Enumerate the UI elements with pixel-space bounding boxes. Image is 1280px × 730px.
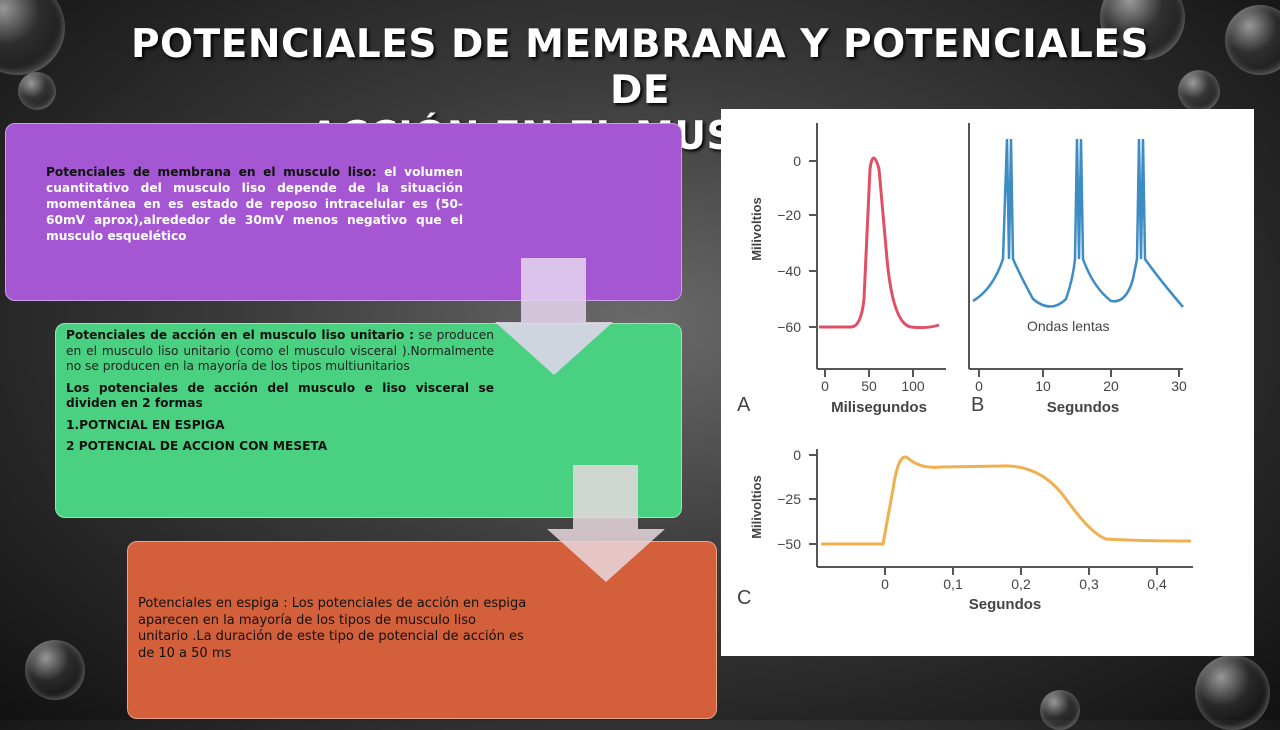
panelC-xtick-label: 0 [881,576,889,592]
decorative-bubble [25,640,85,700]
action-potential-body: se producen en el musculo liso unitario … [66,328,494,373]
panelC-xtick-label: 0,1 [943,576,963,592]
action-potential-figure: 0−20−40−600 50 100MilivoltiosMilisegundosA… [721,109,1254,656]
panelB-letter: B [971,394,984,416]
panelA-ytick-label: −40 [777,263,801,279]
panelB-xtick-label: 30 [1171,378,1187,394]
spike-potential-box [127,541,717,719]
panelC-ytick-label: −25 [777,491,801,507]
decorative-bubble [0,0,65,75]
decorative-bubble [18,72,56,110]
membrane-potential-body: el volumen cuantitativo del musculo liso… [46,165,463,243]
panelC-xtick-label: 0,2 [1011,576,1031,592]
title-line-1: POTENCIALES DE MEMBRANA Y POTENCIALES DE [130,22,1150,113]
panelB-xlabel: Segundos [1047,399,1120,416]
panelC-plateau-curve [821,455,1192,546]
spike-potential-text: Potenciales en espiga : Los potenciales … [138,596,530,662]
action-potential-para2: Los potenciales de acción del musculo e … [66,380,494,411]
panelC-letter: C [737,587,751,609]
panelA-xlabel: Milisegundos [831,399,927,416]
membrane-potential-text: Potenciales de membrana en el musculo li… [46,164,463,244]
panelB-xtick-label: 20 [1103,378,1119,394]
decorative-bubble [1040,690,1080,730]
panelB-xtick-label: 0 [975,378,983,394]
spike-potential-lead: Potenciales en espiga : [138,596,288,611]
panelC-ytick-label: 0 [793,447,801,463]
panelA-ytick-label: −20 [777,207,801,223]
panelA-spike-curve [819,156,940,330]
decorative-bubble [1178,70,1220,112]
action-potential-item-2: 2 POTENCIAL DE ACCION CON MESETA [66,439,328,453]
panelA-ytick-label: −60 [777,319,801,335]
panelB-xtick-label: 10 [1035,378,1051,394]
panelC-xtick-label: 0,4 [1147,576,1167,592]
panelA-ytick-label: 0 [793,153,801,169]
action-potential-lead: Potenciales de acción en el musculo liso… [66,328,414,342]
panelC-ytick-label: −50 [777,536,801,552]
action-potential-item-1: 1.POTNCIAL EN ESPIGA [66,417,225,432]
action-potential-text: Potenciales de acción en el musculo liso… [66,328,494,461]
panelA-ylabel: Milivoltios [749,197,764,261]
down-arrow-icon [495,258,613,375]
spike-potential-body: Los potenciales de acción en espiga apar… [138,596,527,661]
panelC-ylabel: Milivoltios [749,475,764,539]
panelA-xtick-label: 0 [821,378,829,394]
panelA-xtick-label: 50 [861,378,877,394]
decorative-bubble [1225,5,1280,75]
panelA-xtick-label: 100 [901,378,925,394]
membrane-potential-lead: Potenciales de membrana en el musculo li… [46,165,377,179]
panelA-letter: A [737,394,751,416]
panelC-xtick-label: 0,3 [1079,576,1099,592]
panelB-annotation: Ondas lentas [1027,318,1110,334]
panelC-xlabel: Segundos [969,596,1042,613]
panelB-slow-wave-curve [972,138,1184,308]
down-arrow-icon [547,465,665,582]
decorative-bubble [1195,655,1270,730]
